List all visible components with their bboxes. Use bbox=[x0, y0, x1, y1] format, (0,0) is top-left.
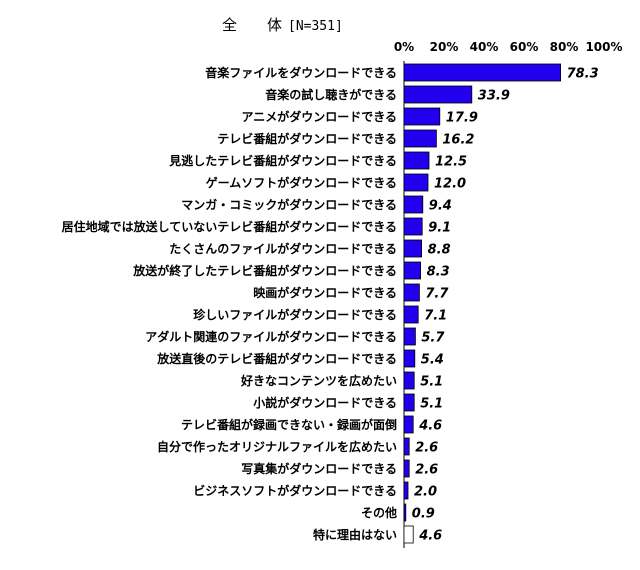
data-label: 7.7 bbox=[425, 287, 449, 302]
bar bbox=[403, 283, 420, 302]
category-label: 放送が終了したテレビ番組がダウンロードできる bbox=[132, 263, 397, 278]
data-label: 2.6 bbox=[415, 463, 438, 478]
category-labels: 音楽ファイルをダウンロードできる音楽の試し聴きができるアニメがダウンロードできる… bbox=[62, 65, 397, 542]
data-label: 5.1 bbox=[420, 397, 443, 412]
bar bbox=[403, 415, 414, 434]
data-label: 7.1 bbox=[424, 309, 447, 324]
data-label: 17.9 bbox=[446, 111, 478, 126]
data-label: 0.9 bbox=[412, 507, 435, 522]
data-label: 5.1 bbox=[420, 375, 443, 390]
bar bbox=[403, 305, 419, 324]
bar bbox=[403, 437, 410, 456]
chart-sample-size: [N=351] bbox=[288, 19, 343, 34]
category-label: テレビ番組がダウンロードできる bbox=[217, 131, 397, 146]
data-label: 33.9 bbox=[478, 89, 510, 104]
data-label: 2.6 bbox=[415, 441, 438, 456]
category-label: 小説がダウンロードできる bbox=[253, 395, 397, 410]
data-label: 16.2 bbox=[442, 133, 474, 148]
category-label: 珍しいファイルがダウンロードできる bbox=[193, 307, 397, 322]
x-tick-label: 60% bbox=[510, 40, 539, 54]
bar bbox=[403, 63, 562, 82]
category-label: 音楽ファイルをダウンロードできる bbox=[205, 65, 397, 80]
x-tick-label: 40% bbox=[470, 40, 499, 54]
category-label: アニメがダウンロードできる bbox=[241, 109, 397, 124]
data-label: 12.5 bbox=[435, 155, 467, 170]
data-label: 2.0 bbox=[414, 485, 437, 500]
data-label: 8.3 bbox=[427, 265, 450, 280]
x-tick-label: 0% bbox=[394, 40, 414, 54]
bar bbox=[403, 195, 424, 214]
category-label: アダルト関連のファイルがダウンロードできる bbox=[145, 329, 397, 344]
category-label: その他 bbox=[361, 505, 397, 520]
bar bbox=[403, 129, 437, 148]
bar bbox=[403, 393, 415, 412]
bar bbox=[403, 173, 429, 192]
data-label: 9.1 bbox=[428, 221, 451, 236]
category-label: 特に理由はない bbox=[313, 527, 397, 542]
bars-group bbox=[403, 63, 562, 544]
bar bbox=[403, 503, 407, 522]
category-label: 自分で作ったオリジナルファイルを広めたい bbox=[157, 439, 397, 454]
data-label: 5.4 bbox=[421, 353, 444, 368]
bar bbox=[403, 239, 423, 258]
bar bbox=[403, 481, 409, 500]
x-tick-label: 80% bbox=[550, 40, 579, 54]
category-label: テレビ番組が録画できない・録画が面倒 bbox=[181, 417, 397, 432]
x-tick-label: 100% bbox=[585, 40, 622, 54]
bar bbox=[403, 349, 416, 368]
bar bbox=[403, 525, 414, 544]
category-label: 見逃したテレビ番組がダウンロードできる bbox=[168, 153, 397, 168]
bar bbox=[403, 107, 441, 126]
category-label: たくさんのファイルがダウンロードできる bbox=[169, 241, 397, 256]
data-label: 8.8 bbox=[428, 243, 451, 258]
chart-title: 全 体 bbox=[222, 16, 282, 34]
x-axis-ticks: 0% 20% 40% 60% 80% 100% bbox=[394, 40, 623, 54]
category-label: 居住地域では放送していないテレビ番組がダウンロードできる bbox=[62, 219, 397, 234]
bar bbox=[403, 217, 423, 236]
bar bbox=[403, 151, 430, 170]
category-label: ゲームソフトがダウンロードできる bbox=[206, 175, 397, 190]
data-label: 12.0 bbox=[434, 177, 466, 192]
category-label: 写真集がダウンロードできる bbox=[241, 461, 397, 476]
bar bbox=[403, 371, 415, 390]
data-label: 78.3 bbox=[567, 67, 599, 82]
data-label: 9.4 bbox=[429, 199, 452, 214]
category-label: 放送直後のテレビ番組がダウンロードできる bbox=[156, 351, 397, 366]
bar bbox=[403, 261, 422, 280]
bar bbox=[403, 459, 410, 478]
x-tick-label: 20% bbox=[430, 40, 459, 54]
data-label: 5.7 bbox=[421, 331, 445, 346]
bar bbox=[403, 85, 473, 104]
category-label: ビジネスソフトがダウンロードできる bbox=[193, 483, 397, 498]
category-label: 映画がダウンロードできる bbox=[253, 285, 397, 300]
data-label: 4.6 bbox=[418, 419, 442, 434]
category-label: 音楽の試し聴きができる bbox=[265, 87, 397, 102]
bar bbox=[403, 327, 416, 346]
category-label: 好きなコンテンツを広めたい bbox=[240, 373, 397, 388]
category-label: マンガ・コミックがダウンロードできる bbox=[181, 197, 397, 212]
value-labels: 78.3 33.917.9 16.2 12.5 12.0 9.4 9.1 8.8 8.3 7.7 7… bbox=[412, 67, 599, 544]
data-label: 4.6 bbox=[418, 529, 442, 544]
